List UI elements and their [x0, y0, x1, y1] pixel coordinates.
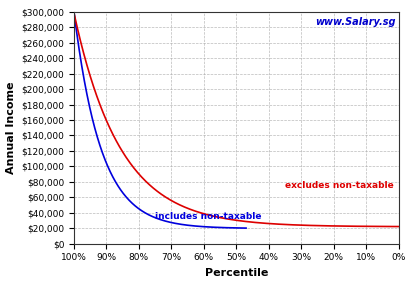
Text: includes non-taxable: includes non-taxable — [155, 212, 262, 221]
X-axis label: Percentile: Percentile — [205, 268, 268, 278]
Y-axis label: Annual Income: Annual Income — [6, 81, 16, 174]
Text: excludes non-taxable: excludes non-taxable — [285, 181, 394, 190]
Text: www.Salary.sg: www.Salary.sg — [315, 17, 395, 26]
